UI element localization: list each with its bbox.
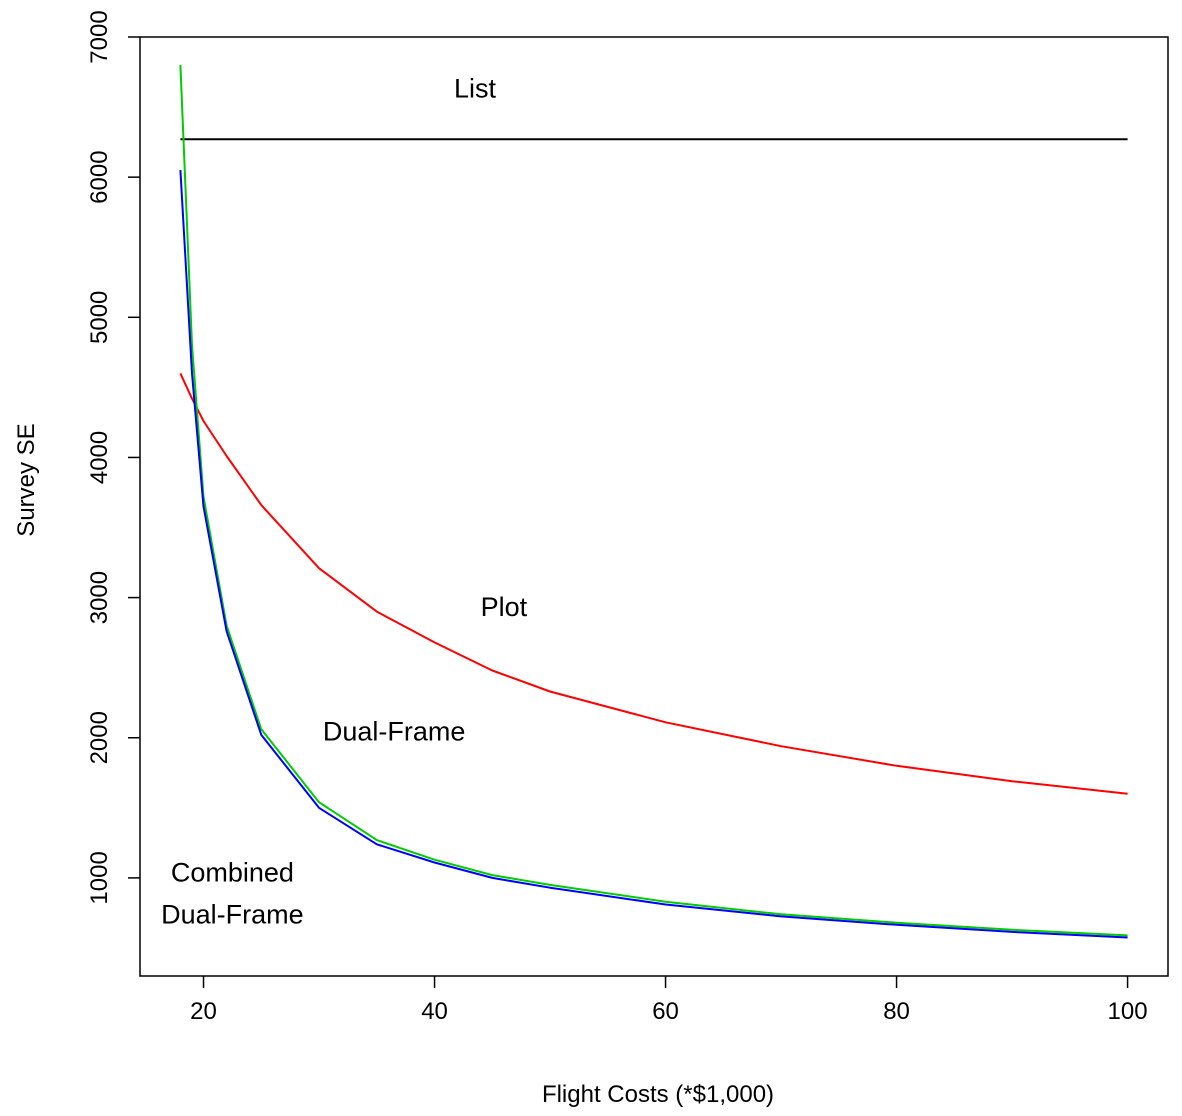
plot-frame	[140, 37, 1168, 976]
x-axis-title: Flight Costs (*$1,000)	[542, 1081, 774, 1108]
y-tick-label: 2000	[86, 711, 113, 764]
series-line-combined_dual_frame	[180, 170, 1127, 937]
y-tick-label: 5000	[86, 291, 113, 344]
series-line-dual_frame	[180, 65, 1127, 935]
y-tick-label: 4000	[86, 431, 113, 484]
y-axis-title: Survey SE	[13, 423, 40, 536]
annotation-dual_frame: Dual-Frame	[323, 717, 466, 747]
y-tick-label: 6000	[86, 150, 113, 203]
y-tick-label: 7000	[86, 10, 113, 63]
annotation-list: List	[454, 73, 497, 103]
y-tick-label: 1000	[86, 851, 113, 904]
annotation-combined_dual_frame: Combined	[171, 857, 294, 887]
x-tick-label: 100	[1108, 998, 1148, 1025]
x-tick-label: 40	[421, 998, 448, 1025]
x-tick-label: 80	[883, 998, 910, 1025]
series-lines	[180, 65, 1127, 938]
x-tick-label: 20	[190, 998, 217, 1025]
y-tick-label: 3000	[86, 571, 113, 624]
annotation-combined_dual_frame: Dual-Frame	[161, 899, 304, 929]
annotations: List Plot Dual-Frame Combined Dual-Frame	[161, 73, 527, 929]
x-tick-label: 60	[652, 998, 679, 1025]
annotation-plot: Plot	[481, 592, 528, 622]
